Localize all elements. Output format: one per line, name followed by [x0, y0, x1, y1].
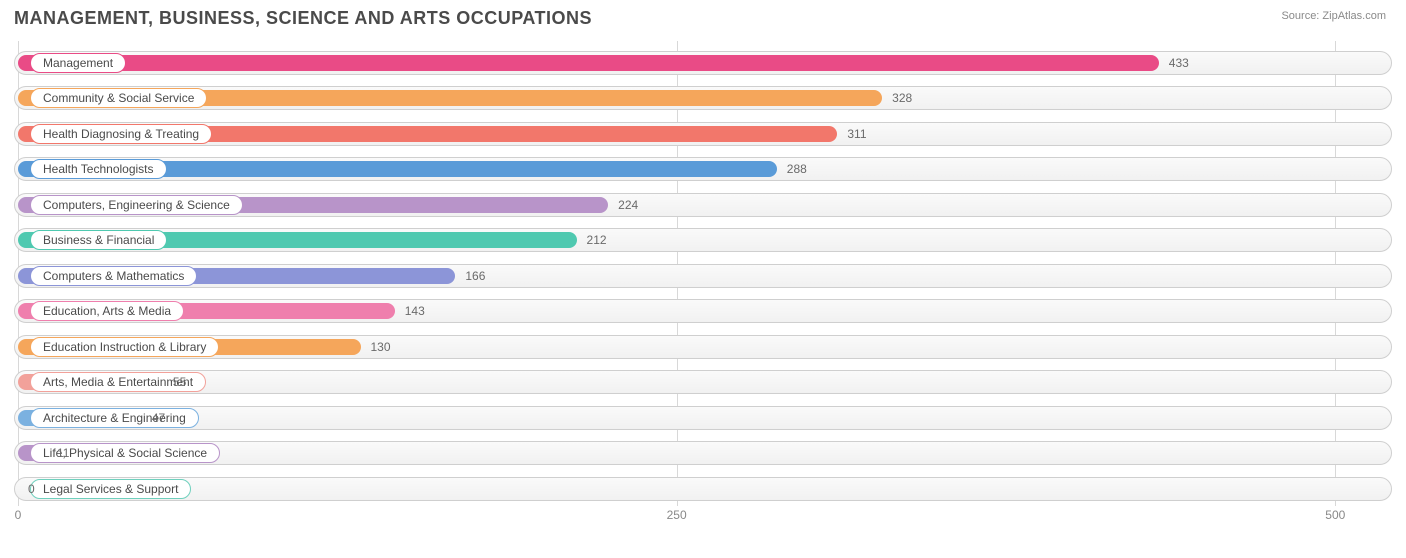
bars-group: Management 433 Community & Social Service 3… [14, 45, 1392, 507]
bar-value: 166 [465, 269, 485, 283]
bar-row: Management 433 [14, 45, 1392, 81]
bar-track [14, 477, 1392, 501]
bar-value: 288 [787, 162, 807, 176]
bar-value: 328 [892, 91, 912, 105]
bar-row: Architecture & Engineering47 [14, 400, 1392, 436]
x-axis-tick-label: 250 [667, 508, 687, 522]
bar-value: 311 [847, 127, 866, 141]
x-axis-tick-label: 0 [15, 508, 22, 522]
bar-label: Computers, Engineering & Science [30, 195, 243, 215]
bar-label: Education, Arts & Media [30, 301, 184, 321]
bar-label: Computers & Mathematics [30, 266, 197, 286]
bar-row: Computers & Mathematics 166 [14, 258, 1392, 294]
bar-row: Education, Arts & Media 143 [14, 294, 1392, 330]
bar-value: 212 [587, 233, 607, 247]
bar-label: Legal Services & Support [30, 479, 191, 499]
bar-label: Architecture & Engineering [30, 408, 199, 428]
bar-track [14, 370, 1392, 394]
bar-row: Business & Financial 212 [14, 223, 1392, 259]
chart-container: MANAGEMENT, BUSINESS, SCIENCE AND ARTS O… [0, 0, 1406, 558]
bar-row: Life, Physical & Social Science11 [14, 436, 1392, 472]
bar-label: Health Technologists [30, 159, 167, 179]
bar-row: Health Diagnosing & Treating 311 [14, 116, 1392, 152]
bar-row: Legal Services & Support0 [14, 471, 1392, 507]
bar-label: Management [30, 53, 126, 73]
bar-label: Business & Financial [30, 230, 167, 250]
bar-track [14, 406, 1392, 430]
bar-row: Education Instruction & Library 130 [14, 329, 1392, 365]
bar-row: Computers, Engineering & Science 224 [14, 187, 1392, 223]
bar-value: 0 [28, 482, 35, 496]
source-label: Source: ZipAtlas.com [1281, 10, 1386, 22]
bar-row: Health Technologists 288 [14, 152, 1392, 188]
bar-value: 47 [152, 411, 165, 425]
bar-row: Community & Social Service 328 [14, 81, 1392, 117]
bar-value: 143 [405, 304, 425, 318]
x-axis-labels: 0 250 500 [14, 508, 1392, 526]
x-axis-tick-label: 500 [1325, 508, 1345, 522]
bar-value: 55 [173, 375, 186, 389]
bar-value: 433 [1169, 56, 1189, 70]
bar-value: 224 [618, 198, 638, 212]
bar-label: Education Instruction & Library [30, 337, 219, 357]
plot-area: Management 433 Community & Social Service 3… [14, 41, 1392, 530]
bar-label: Community & Social Service [30, 88, 207, 108]
bar-fill [18, 55, 1159, 71]
bar-label: Health Diagnosing & Treating [30, 124, 212, 144]
bar-value: 11 [57, 446, 69, 460]
bar-track [14, 441, 1392, 465]
bar-row: Arts, Media & Entertainment55 [14, 365, 1392, 401]
chart-title: MANAGEMENT, BUSINESS, SCIENCE AND ARTS O… [14, 8, 1392, 29]
bar-value: 130 [371, 340, 391, 354]
